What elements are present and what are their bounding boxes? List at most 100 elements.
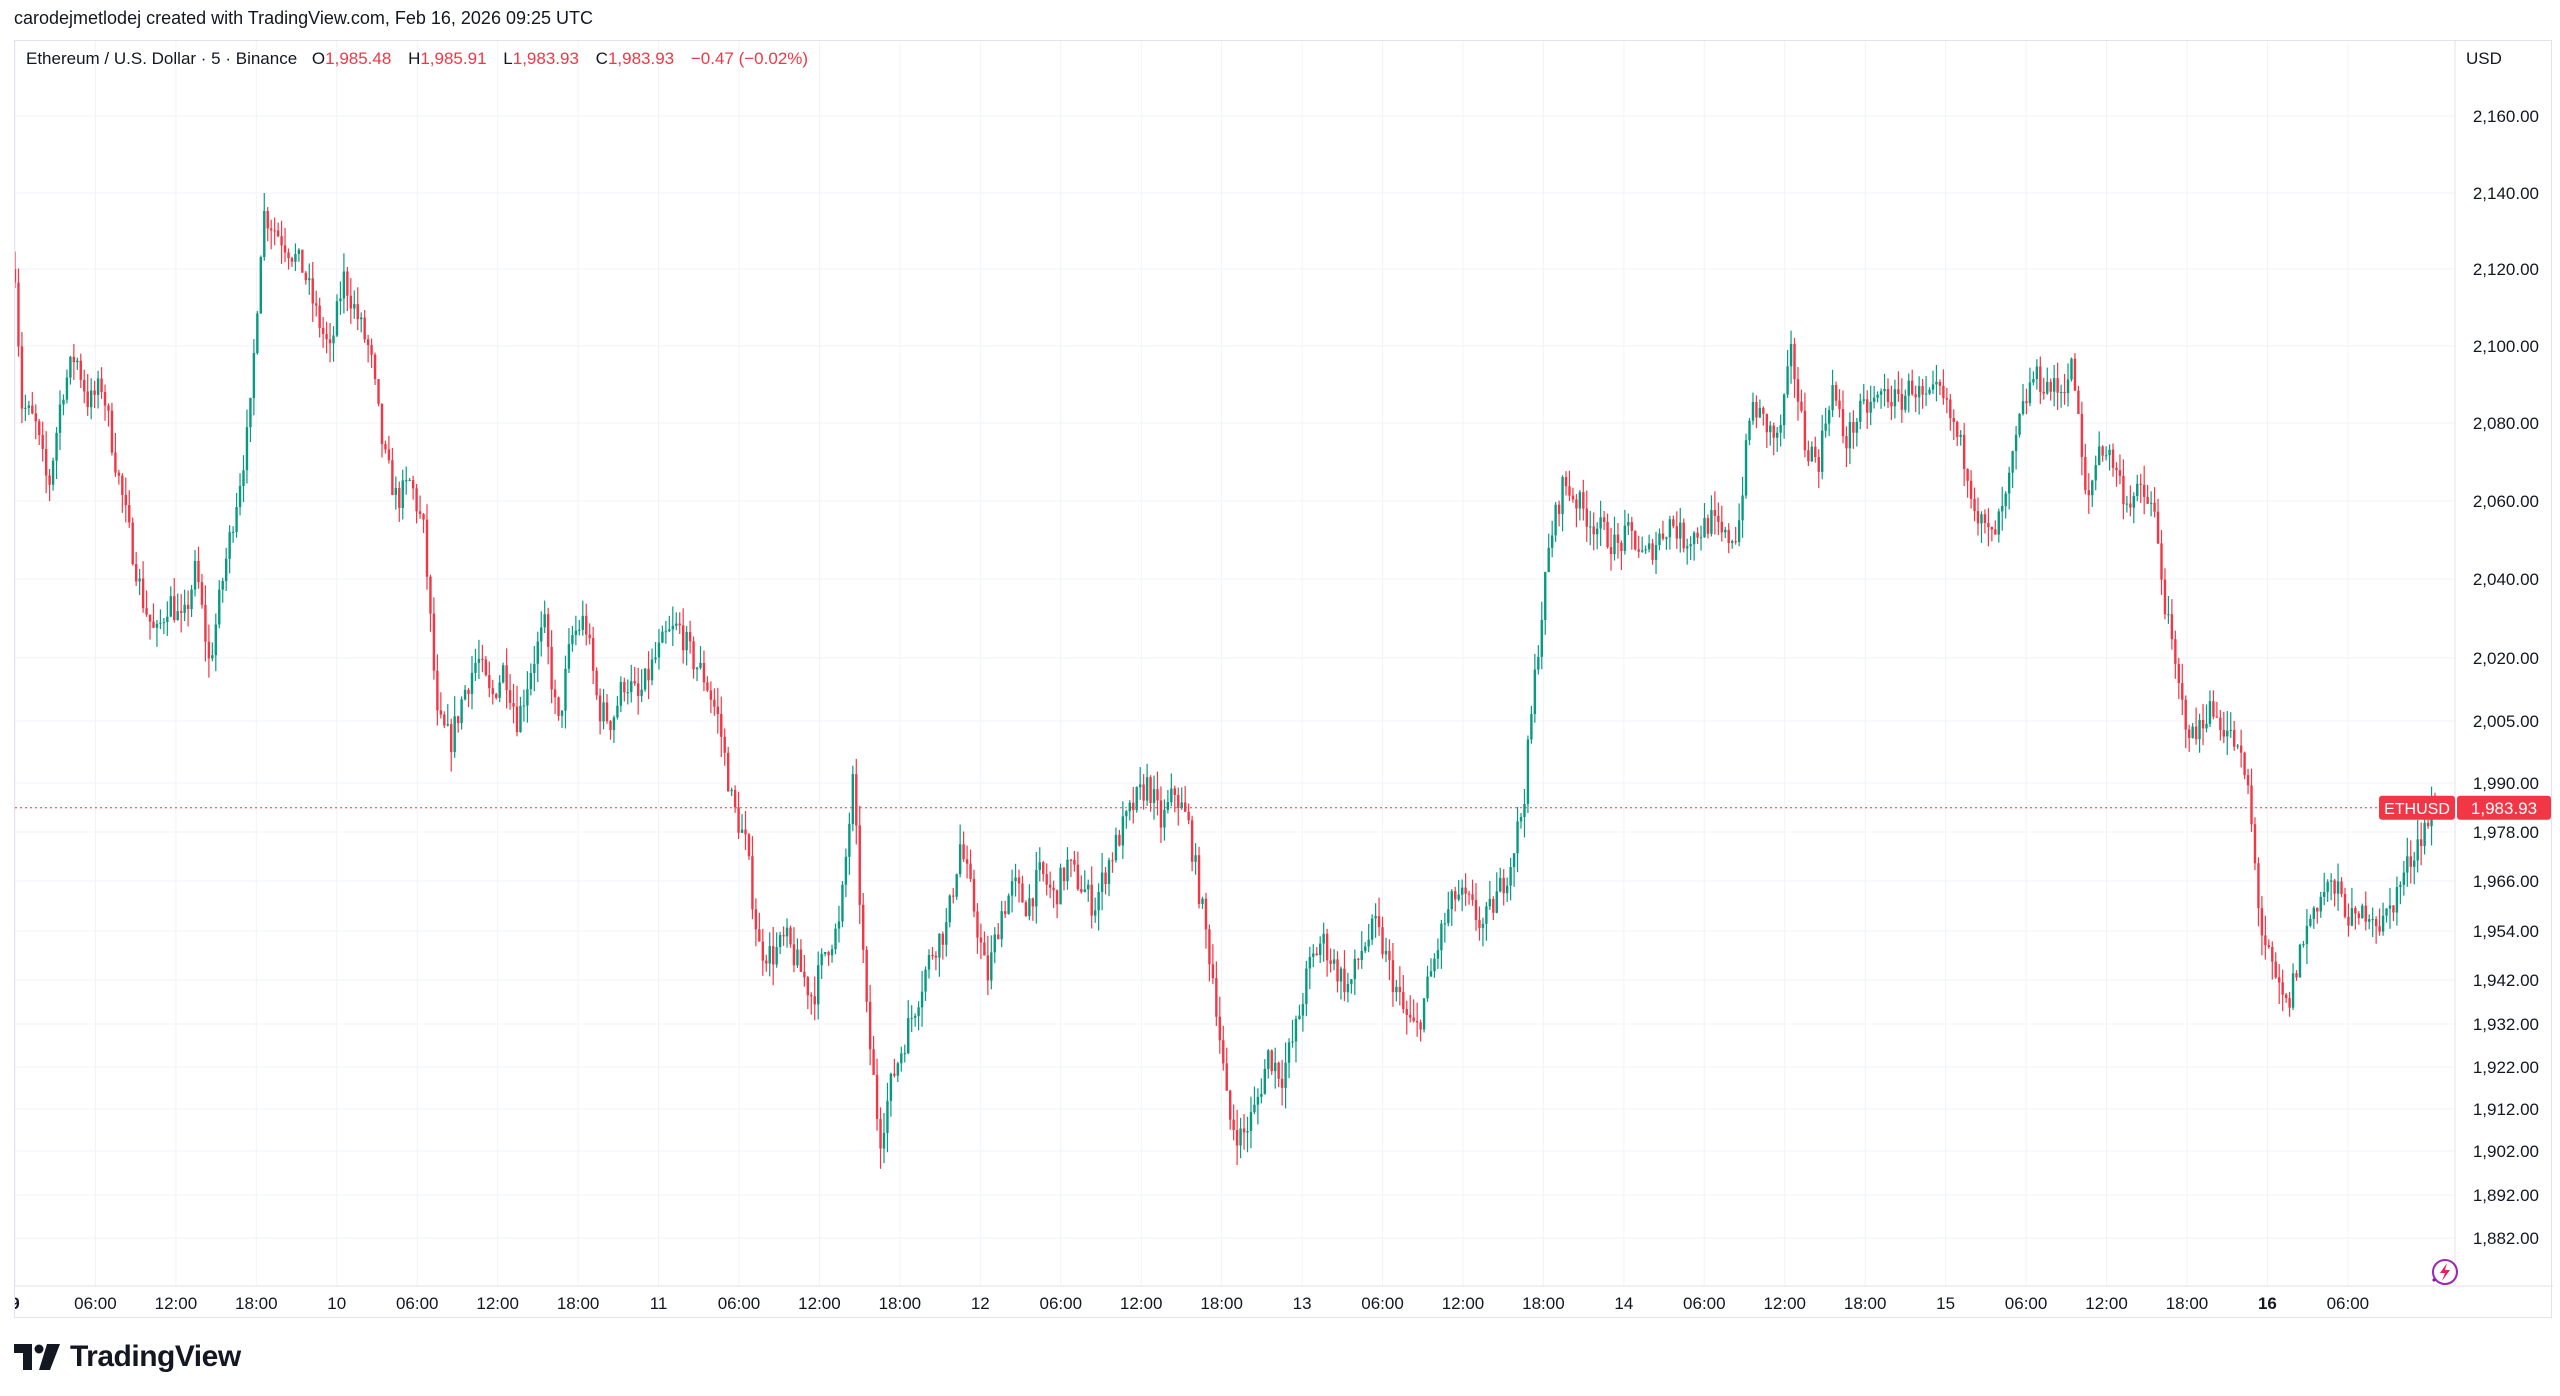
candle-body	[200, 582, 204, 605]
candle-body	[775, 947, 778, 965]
candle-body	[1814, 446, 1817, 458]
price-tick-label: 1,978.00	[2473, 823, 2539, 842]
candle-body	[1294, 1018, 1298, 1042]
candle-body	[1537, 656, 1540, 670]
candle-body	[1024, 902, 1028, 917]
chart-frame[interactable]: 2,160.00 2,140.00 2,120.00 2,100.00 2,080.00…	[14, 40, 2553, 1319]
candle-body	[585, 615, 588, 635]
candle-body	[1717, 515, 1720, 522]
candle-body	[370, 345, 373, 355]
candle-body	[1377, 916, 1381, 928]
time-tick-label: 06:00	[74, 1294, 117, 1313]
candle-body	[605, 702, 609, 722]
candle-body	[377, 379, 380, 404]
candle-body	[269, 228, 273, 231]
candle-body	[1928, 389, 1931, 394]
candle-body	[681, 625, 685, 651]
candle-body	[2371, 919, 2374, 921]
candle-body	[2385, 908, 2388, 916]
candle-body	[408, 480, 411, 482]
candle-body	[1336, 959, 1339, 982]
candle-body	[1228, 1090, 1232, 1120]
candle-body	[806, 977, 810, 996]
candle-body	[820, 953, 823, 966]
candle-body	[1177, 794, 1180, 808]
candle-body	[595, 670, 598, 696]
candle-body	[141, 578, 145, 609]
candle-body	[1592, 526, 1595, 535]
candle-body	[1066, 859, 1069, 882]
candle-body	[1876, 394, 1879, 398]
candle-body	[467, 689, 470, 694]
candle-body	[771, 946, 775, 965]
candle-body	[290, 258, 294, 262]
candle-body	[1460, 887, 1464, 895]
candle-body	[1170, 788, 1173, 803]
candle-body	[1045, 874, 1048, 885]
candle-body	[2243, 752, 2246, 776]
candle-body	[924, 969, 927, 992]
candle-body	[1367, 939, 1370, 947]
candle-body	[1675, 526, 1679, 539]
last-price-tag: ETHUSD 1,983.93	[2379, 795, 2551, 820]
candle-body	[1938, 381, 1942, 386]
candle-body	[927, 954, 931, 970]
candle-body	[636, 683, 640, 696]
tradingview-logo[interactable]: TradingView	[14, 1340, 241, 1374]
candle-body	[993, 934, 996, 953]
candle-body	[983, 942, 986, 956]
candle-body	[533, 663, 536, 674]
price-axis[interactable]: 2,160.00 2,140.00 2,120.00 2,100.00 2,080.00…	[2473, 107, 2539, 1248]
candle-body	[1751, 402, 1755, 421]
candle-body	[356, 304, 359, 320]
candle-body	[591, 638, 595, 671]
candle-body	[15, 269, 17, 283]
currency-label[interactable]: USD	[2466, 49, 2502, 68]
candle-body	[148, 614, 152, 622]
candle-body	[803, 971, 806, 978]
candle-body	[643, 668, 647, 690]
candle-body	[1381, 927, 1384, 955]
candle-body	[2122, 475, 2125, 505]
candle-body	[1121, 816, 1125, 846]
candle-body	[297, 249, 301, 255]
candlestick-chart[interactable]: 2,160.00 2,140.00 2,120.00 2,100.00 2,080.00…	[15, 41, 2553, 1319]
candle-body	[938, 933, 941, 958]
candle-body	[910, 1017, 913, 1019]
candle-body	[315, 303, 318, 306]
candle-body	[1900, 394, 1904, 410]
candle-body	[990, 952, 993, 981]
candle-body	[789, 927, 792, 945]
candle-body	[252, 353, 256, 399]
candle-body	[55, 432, 58, 461]
candle-body	[1879, 391, 1883, 395]
time-tick-label: 06:00	[2005, 1294, 2048, 1313]
candle-body	[1353, 958, 1357, 980]
candle-body	[1298, 1015, 1301, 1019]
candle-body	[979, 937, 983, 943]
candle-body	[1055, 890, 1059, 905]
time-tick-label: 06:00	[1683, 1294, 1726, 1313]
candle-body	[588, 634, 591, 639]
candle-body	[221, 581, 224, 590]
candle-body	[571, 635, 574, 645]
candle-body	[723, 736, 726, 753]
candle-body	[2343, 893, 2347, 917]
candle-body	[429, 576, 432, 614]
candle-body	[1118, 834, 1121, 846]
candle-body	[1505, 885, 1509, 894]
time-tick-label: 18:00	[557, 1294, 600, 1313]
candle-body	[2354, 908, 2357, 914]
candle-body	[955, 874, 958, 897]
candle-body	[93, 390, 96, 395]
candle-body	[512, 703, 515, 707]
time-tick-label: 12:00	[798, 1294, 841, 1313]
candle-body	[1886, 389, 1890, 402]
symbol-description[interactable]: Ethereum / U.S. Dollar · 5 · Binance	[26, 49, 298, 68]
candle-body	[1561, 477, 1564, 515]
candle-body	[1156, 789, 1159, 801]
ai-spark-icon[interactable]	[2432, 1259, 2458, 1285]
candle-body	[249, 398, 252, 428]
time-axis[interactable]: 9 06:00 12:00 18:00 10 06:00 12:00 18:00 11 06:00…	[15, 1294, 2369, 1313]
candle-body	[1073, 859, 1076, 865]
